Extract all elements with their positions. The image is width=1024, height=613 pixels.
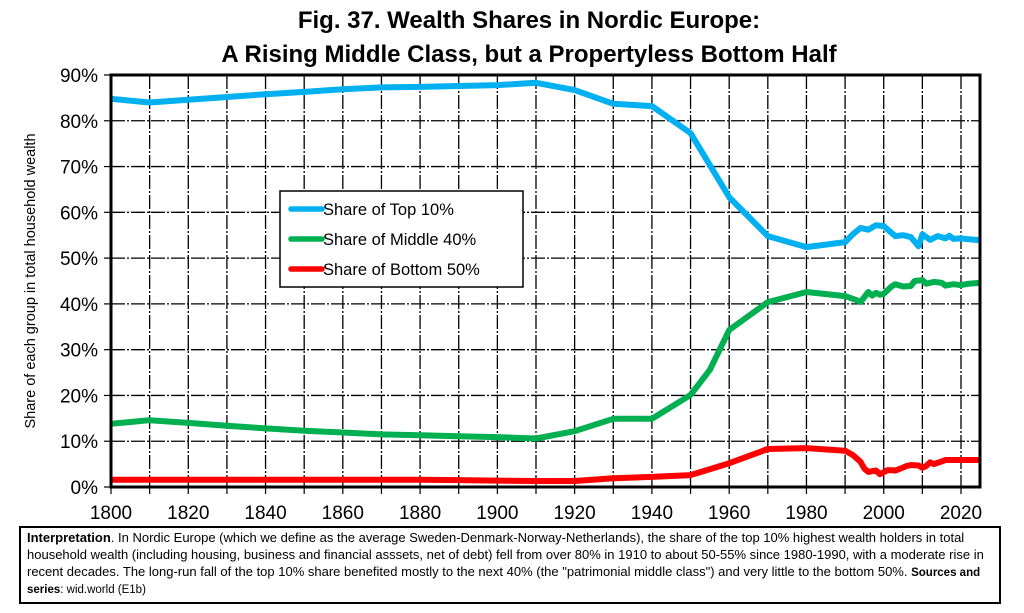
y-tick-label: 10% xyxy=(60,432,98,453)
x-tick-label: 1860 xyxy=(322,503,364,524)
x-tick-label: 1960 xyxy=(708,503,750,524)
legend-label: Share of Top 10% xyxy=(323,201,454,219)
plot-border xyxy=(109,73,982,489)
y-axis-label: Share of each group in total household w… xyxy=(23,133,39,428)
legend-label: Share of Bottom 50% xyxy=(323,261,480,279)
x-tick-label: 1920 xyxy=(553,503,595,524)
x-tick-label: 1980 xyxy=(785,503,827,524)
x-tick-label: 1820 xyxy=(167,503,209,524)
y-tick-label: 30% xyxy=(60,341,98,362)
axis-ticks xyxy=(104,74,962,494)
y-tick-label: 60% xyxy=(60,203,98,224)
x-tick-label: 1900 xyxy=(476,503,518,524)
legend: Share of Top 10% Share of Middle 40% Share… xyxy=(279,190,524,288)
x-tick-label: 2020 xyxy=(940,503,982,524)
y-tick-label: 90% xyxy=(60,66,98,87)
x-axis-tick-labels: 1800 1820 1840 1860 1880 1900 1920 1940 1960 1980… xyxy=(90,503,982,524)
y-tick-label: 70% xyxy=(60,158,98,179)
note-lead: Interpretation xyxy=(27,530,111,545)
note-sources-label: Sources and series xyxy=(27,566,981,597)
x-tick-label: 2000 xyxy=(863,503,905,524)
chart-title: Fig. 37. Wealth Shares in Nordic Europe: xyxy=(297,7,761,34)
y-tick-label: 50% xyxy=(60,249,98,270)
series-line-share-of-top-10 xyxy=(110,79,981,251)
chart-subtitle: A Rising Middle Class, but a Propertyles… xyxy=(221,41,837,68)
y-tick-label: 40% xyxy=(60,295,98,316)
series-layer xyxy=(110,79,981,484)
y-tick-label: 0% xyxy=(71,478,99,499)
series-line-share-of-middle-40 xyxy=(110,277,981,442)
y-tick-label: 20% xyxy=(60,386,98,407)
x-tick-label: 1940 xyxy=(631,503,673,524)
series-line-share-of-bottom-50 xyxy=(111,445,981,484)
x-tick-label: 1800 xyxy=(90,503,132,524)
y-tick-label: 80% xyxy=(60,112,98,133)
x-tick-label: 1880 xyxy=(399,503,441,524)
legend-label: Share of Middle 40% xyxy=(323,231,477,249)
x-tick-label: 1840 xyxy=(244,503,286,524)
note-sources-value: : wid.world (E1b) xyxy=(60,584,146,597)
interpretation-note: Interpretation. In Nordic Europe (which … xyxy=(19,526,1001,604)
y-axis-tick-labels: 0% 10% 20% 30% 40% 50% 60% 70% 80% 90% xyxy=(60,66,98,499)
note-body: . In Nordic Europe (which we define as t… xyxy=(27,530,984,579)
